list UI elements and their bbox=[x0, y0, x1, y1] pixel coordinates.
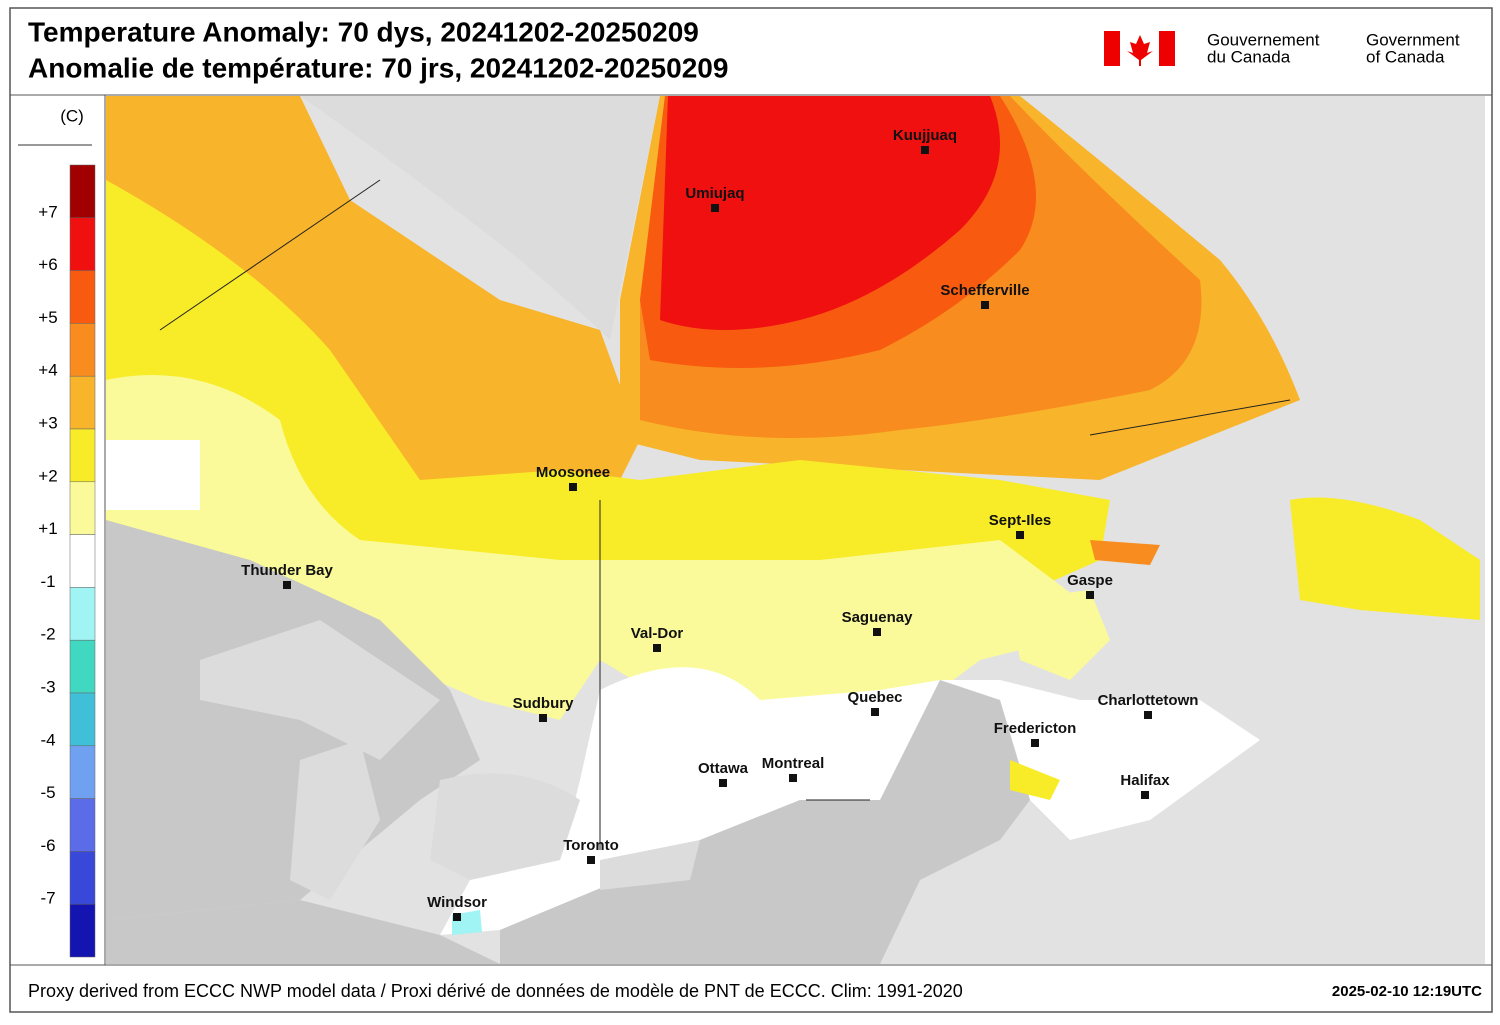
city-label: Umiujaq bbox=[685, 185, 744, 202]
city-label: Sudbury bbox=[513, 695, 574, 712]
city-marker bbox=[453, 913, 461, 921]
city-label: Moosonee bbox=[536, 464, 610, 481]
title-en: Temperature Anomaly: 70 dys, 20241202-20… bbox=[28, 16, 699, 47]
city-marker bbox=[539, 714, 547, 722]
city-label: Ottawa bbox=[698, 760, 749, 777]
city-marker bbox=[711, 204, 719, 212]
city-label: Montreal bbox=[762, 755, 825, 772]
city-marker bbox=[789, 774, 797, 782]
color-swatch bbox=[69, 323, 96, 377]
city-marker bbox=[283, 581, 291, 589]
color-swatch bbox=[69, 587, 96, 641]
city-marker bbox=[871, 708, 879, 716]
title-fr: Anomalie de température: 70 jrs, 2024120… bbox=[28, 52, 728, 83]
color-swatch bbox=[69, 375, 96, 430]
city-label: Charlottetown bbox=[1098, 692, 1199, 709]
legend-label: -1 bbox=[40, 572, 55, 591]
color-swatch bbox=[69, 428, 96, 483]
city-label: Kuujjuaq bbox=[893, 127, 957, 144]
city-marker bbox=[873, 628, 881, 636]
city-label: Gaspe bbox=[1067, 572, 1113, 589]
city-label: Quebec bbox=[847, 689, 902, 706]
city-label: Toronto bbox=[563, 837, 619, 854]
gov-en: Government bbox=[1366, 30, 1460, 49]
legend-label: -4 bbox=[40, 730, 55, 749]
city-marker bbox=[921, 146, 929, 154]
legend-label: -6 bbox=[40, 836, 55, 855]
color-swatch bbox=[69, 851, 96, 905]
legend-label: +6 bbox=[38, 255, 57, 274]
gov-en: of Canada bbox=[1366, 47, 1445, 66]
legend-unit: (C) bbox=[60, 106, 84, 125]
city-marker bbox=[1141, 791, 1149, 799]
legend-label: +2 bbox=[38, 466, 57, 485]
gov-fr: du Canada bbox=[1207, 47, 1291, 66]
city-marker bbox=[1031, 739, 1039, 747]
color-swatch bbox=[69, 217, 96, 271]
footer-timestamp: 2025-02-10 12:19UTC bbox=[1332, 983, 1482, 1000]
color-swatch bbox=[69, 903, 96, 958]
legend-label: -5 bbox=[40, 783, 55, 802]
city-label: Windsor bbox=[427, 894, 487, 911]
color-swatch bbox=[69, 270, 96, 324]
city-label: Val-Dor bbox=[631, 625, 684, 642]
colorbar: +7 +6 +5 +4 +3 +2 +1 -1 -2 -3 -4 -5 -6 -7 bbox=[38, 164, 96, 958]
footer-source: Proxy derived from ECCC NWP model data /… bbox=[28, 981, 963, 1001]
city-marker bbox=[981, 301, 989, 309]
legend-label: +4 bbox=[38, 361, 57, 380]
map bbox=[106, 96, 1485, 964]
city-marker bbox=[653, 644, 661, 652]
city-marker bbox=[1016, 531, 1024, 539]
color-swatch bbox=[69, 481, 96, 535]
legend-label: +3 bbox=[38, 413, 57, 432]
canada-flag bbox=[1104, 31, 1175, 66]
legend-label: +7 bbox=[38, 202, 57, 221]
cities: Kuujjuaq Umiujaq Schefferville Moosonee Sept… bbox=[241, 127, 1198, 921]
city-label: Thunder Bay bbox=[241, 562, 333, 579]
city-label: Sept-Iles bbox=[989, 512, 1052, 529]
color-swatch bbox=[69, 692, 96, 747]
color-swatch bbox=[69, 798, 96, 852]
city-marker bbox=[587, 856, 595, 864]
legend-label: -2 bbox=[40, 625, 55, 644]
city-label: Halifax bbox=[1120, 772, 1170, 789]
city-label: Schefferville bbox=[940, 282, 1029, 299]
city-label: Saguenay bbox=[842, 609, 914, 626]
city-marker bbox=[1086, 591, 1094, 599]
legend-label: -7 bbox=[40, 889, 55, 908]
legend-label: +5 bbox=[38, 308, 57, 327]
legend-label: +1 bbox=[38, 519, 57, 538]
legend-label: -3 bbox=[40, 677, 55, 696]
color-swatch bbox=[69, 534, 96, 588]
city-label: Fredericton bbox=[994, 720, 1077, 737]
color-swatch bbox=[69, 164, 96, 219]
color-swatch bbox=[69, 639, 96, 694]
color-swatch bbox=[69, 745, 96, 799]
city-marker bbox=[1144, 711, 1152, 719]
gov-fr: Gouvernement bbox=[1207, 30, 1320, 49]
city-marker bbox=[719, 779, 727, 787]
city-marker bbox=[569, 483, 577, 491]
